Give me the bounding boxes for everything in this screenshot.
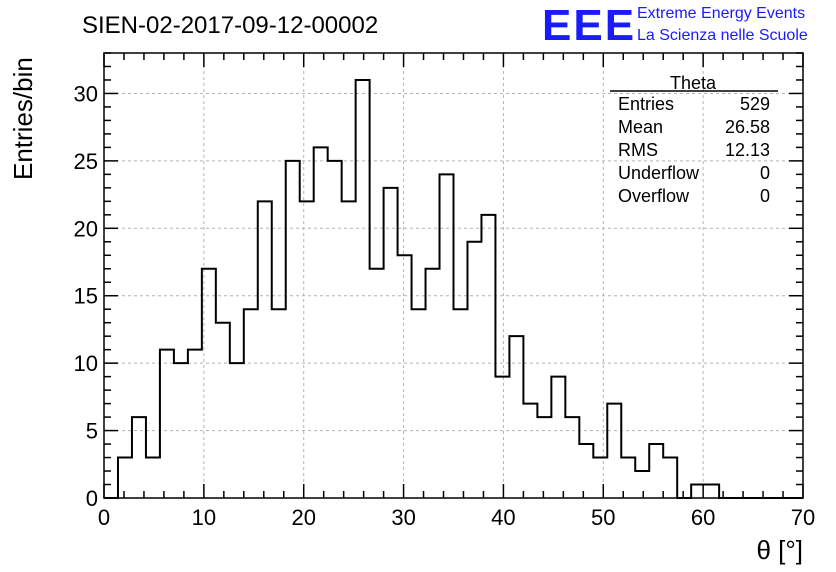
y-tick-label: 25 (74, 149, 98, 174)
stats-value: 529 (740, 94, 770, 114)
x-tick-label: 50 (591, 505, 615, 530)
x-tick-label: 70 (791, 505, 815, 530)
histogram-bin (509, 336, 523, 498)
y-axis-label: Entries/bin (8, 57, 38, 180)
logo-line-1: Extreme Energy Events (637, 5, 805, 22)
histogram-bin (607, 404, 621, 498)
histogram-bin (356, 80, 370, 498)
stats-title: Theta (670, 73, 717, 93)
histogram-bin (342, 201, 356, 498)
histogram-bin (705, 485, 719, 498)
y-axis: 0 5 10 15 20 25 30 (74, 52, 803, 511)
stats-label: Underflow (618, 163, 700, 183)
y-tick-label: 20 (74, 216, 98, 241)
stats-value: 0 (760, 163, 770, 183)
y-tick-label: 30 (74, 81, 98, 106)
x-axis: 0 10 20 30 40 50 60 70 (98, 53, 815, 530)
x-tick-label: 20 (291, 505, 315, 530)
histogram-bin (398, 255, 412, 498)
stats-label: RMS (618, 140, 658, 160)
histogram-bin (146, 458, 160, 498)
histogram-outline (104, 78, 803, 499)
stats-label: Overflow (618, 186, 690, 206)
histogram-bin (635, 471, 649, 498)
histogram-bin (118, 458, 132, 498)
y-tick-label: 15 (74, 284, 98, 309)
histogram-bin (314, 147, 328, 498)
y-tick-label: 5 (86, 419, 98, 444)
histogram-bin (440, 174, 454, 498)
histogram-bin (188, 350, 202, 498)
y-tick-label: 10 (74, 351, 98, 376)
histogram-bin (426, 269, 440, 498)
plot-frame (103, 52, 804, 499)
x-tick-label: 30 (391, 505, 415, 530)
logo-mark: EEE (542, 1, 636, 50)
stats-value: 26.58 (725, 117, 770, 137)
x-tick-label: 0 (98, 505, 110, 530)
histogram-bin (286, 161, 300, 498)
grid (104, 53, 803, 498)
histogram-bin (467, 242, 481, 498)
histogram-bin (537, 417, 551, 498)
histogram-bin (300, 201, 314, 498)
histogram-bin (384, 188, 398, 498)
y-tick-label: 0 (86, 486, 98, 511)
histogram-bin (132, 417, 146, 498)
histogram-bin (649, 444, 663, 498)
logo: EEE Extreme Energy Events La Scienza nel… (542, 1, 808, 50)
histogram-bin (454, 309, 468, 498)
stats-label: Mean (618, 117, 663, 137)
stats-label: Entries (618, 94, 674, 114)
stats-value: 12.13 (725, 140, 770, 160)
x-tick-label: 60 (691, 505, 715, 530)
histogram-bin (370, 269, 384, 498)
histogram-bin (663, 458, 677, 498)
x-tick-label: 10 (192, 505, 216, 530)
stats-box: Theta Entries 529 Mean 26.58 RMS 12.13 Underfl… (610, 73, 778, 206)
histogram-bin (579, 444, 593, 498)
histogram-bin (593, 458, 607, 498)
x-tick-label: 40 (491, 505, 515, 530)
stats-value: 0 (760, 186, 770, 206)
histogram-bin (495, 377, 509, 498)
histogram-bin (160, 350, 174, 498)
histogram-bin (412, 309, 426, 498)
chart-title: SIEN-02-2017-09-12-00002 (82, 12, 378, 39)
histogram-bin (244, 309, 258, 498)
logo-line-2: La Scienza nelle Scuole (637, 27, 808, 44)
histogram-bin (272, 309, 286, 498)
histogram-bin (216, 323, 230, 498)
histogram-bin (565, 417, 579, 498)
x-axis-label: θ [°] (756, 535, 803, 565)
histogram-bin (328, 161, 342, 498)
histogram-bin (174, 363, 188, 498)
histogram-bin (551, 377, 565, 498)
histogram-bin (523, 404, 537, 498)
histogram-bin (481, 215, 495, 498)
histogram-bin (258, 201, 272, 498)
